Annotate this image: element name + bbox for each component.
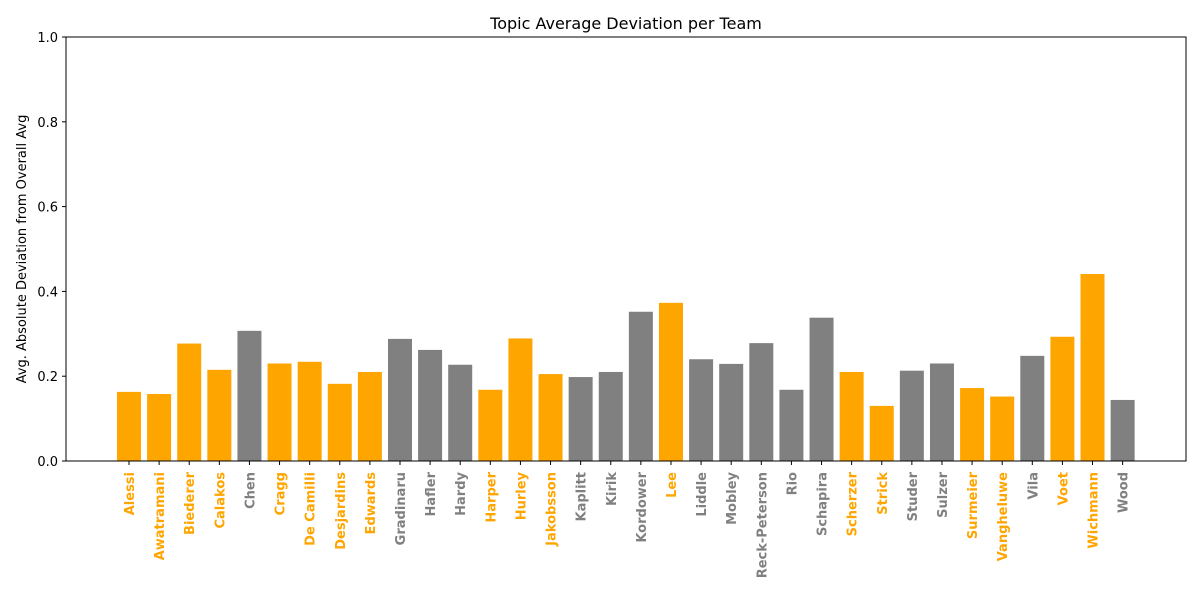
x-tick-label: Cragg bbox=[274, 472, 289, 515]
bar-schapira bbox=[809, 317, 834, 461]
bar-sulzer bbox=[929, 363, 954, 461]
bar-gradinaru bbox=[387, 338, 412, 461]
bar-scherzer bbox=[839, 371, 864, 461]
chart-title: Topic Average Deviation per Team bbox=[489, 14, 762, 33]
x-tick-label: Reck-Peterson bbox=[755, 472, 770, 578]
x-tick-label: Sulzer bbox=[936, 471, 951, 517]
x-tick-label: Hardy bbox=[454, 471, 469, 515]
bar-desjardins bbox=[327, 383, 352, 461]
bar-de-camilli bbox=[297, 361, 322, 461]
bars-group bbox=[117, 274, 1135, 461]
bar-awatramani bbox=[147, 394, 172, 461]
bar-kordower bbox=[628, 311, 653, 461]
bar-calakos bbox=[207, 369, 232, 461]
x-tick-label: Kaplitt bbox=[575, 472, 590, 522]
bar-jakobsson bbox=[538, 374, 563, 461]
x-axis-ticks: Alessi Awatramani Biederer Calakos Chen Cragg… bbox=[123, 461, 1132, 578]
x-tick-label: Jakobsson bbox=[545, 472, 560, 547]
y-tick-label: 0.0 bbox=[37, 455, 58, 470]
bar-lee bbox=[658, 302, 683, 461]
bar-wichmann bbox=[1080, 274, 1105, 461]
x-tick-label: Edwards bbox=[364, 472, 379, 535]
x-tick-label: Rio bbox=[785, 472, 800, 495]
bar-vangheluwe bbox=[990, 396, 1015, 461]
x-tick-label: Calakos bbox=[213, 472, 228, 529]
bar-mobley bbox=[719, 363, 744, 461]
x-tick-label: Vila bbox=[1026, 472, 1041, 500]
x-tick-label: Alessi bbox=[123, 472, 138, 515]
x-tick-label: Chen bbox=[243, 472, 258, 509]
bar-kaplitt bbox=[568, 377, 593, 461]
x-tick-label: Voet bbox=[1056, 472, 1071, 505]
bar-voet bbox=[1050, 336, 1075, 461]
bar-rio bbox=[779, 389, 804, 461]
bar-hardy bbox=[448, 364, 473, 461]
x-tick-label: Kirik bbox=[605, 472, 620, 506]
bar-strick bbox=[869, 405, 894, 461]
y-axis-ticks: 0.0 0.2 0.4 0.6 0.8 1.0 bbox=[37, 31, 66, 470]
plot-frame bbox=[65, 36, 1187, 462]
y-tick-label: 1.0 bbox=[37, 31, 58, 46]
y-tick-label: 0.2 bbox=[37, 370, 58, 385]
x-tick-label: Harper bbox=[484, 471, 499, 522]
bar-hafler bbox=[418, 349, 443, 461]
x-tick-label: Hurley bbox=[514, 471, 529, 520]
x-tick-label: Mobley bbox=[725, 471, 740, 524]
x-tick-label: Kordower bbox=[635, 471, 650, 542]
x-tick-label: Awatramani bbox=[153, 472, 168, 560]
x-tick-label: Schapira bbox=[816, 472, 831, 536]
x-tick-label: Strick bbox=[876, 472, 891, 515]
y-tick-label: 0.8 bbox=[37, 116, 58, 131]
bar-kirik bbox=[598, 371, 623, 461]
x-tick-label: Scherzer bbox=[846, 471, 861, 536]
bar-studer bbox=[899, 370, 924, 461]
bar-hurley bbox=[508, 338, 533, 461]
x-tick-label: De Camilli bbox=[304, 472, 319, 546]
x-tick-label: Vangheluwe bbox=[996, 472, 1011, 561]
bar-liddle bbox=[689, 359, 714, 461]
bar-vila bbox=[1020, 355, 1045, 461]
y-axis-label: Avg. Absolute Deviation from Overall Avg bbox=[15, 115, 30, 384]
x-tick-label: Biederer bbox=[183, 471, 198, 535]
bar-reck-peterson bbox=[749, 343, 774, 461]
bar-edwards bbox=[357, 371, 382, 461]
x-tick-label: Desjardins bbox=[334, 472, 349, 550]
x-tick-label: Liddle bbox=[695, 472, 710, 517]
x-tick-label: Gradinaru bbox=[394, 472, 409, 545]
x-tick-label: Studer bbox=[906, 471, 921, 521]
bar-wood bbox=[1110, 399, 1135, 461]
x-tick-label: Surmeier bbox=[966, 471, 981, 539]
y-tick-label: 0.4 bbox=[37, 285, 58, 300]
bar-chen bbox=[237, 330, 262, 461]
x-tick-label: Hafler bbox=[424, 471, 439, 516]
bar-surmeier bbox=[960, 388, 985, 461]
bar-alessi bbox=[117, 391, 141, 461]
x-tick-label: Wood bbox=[1117, 472, 1132, 513]
bar-harper bbox=[478, 389, 503, 461]
x-tick-label: Wichmann bbox=[1087, 472, 1102, 549]
bar-biederer bbox=[177, 343, 202, 461]
x-tick-label: Lee bbox=[665, 472, 680, 498]
bar-cragg bbox=[267, 363, 292, 461]
y-tick-label: 0.6 bbox=[37, 201, 58, 216]
